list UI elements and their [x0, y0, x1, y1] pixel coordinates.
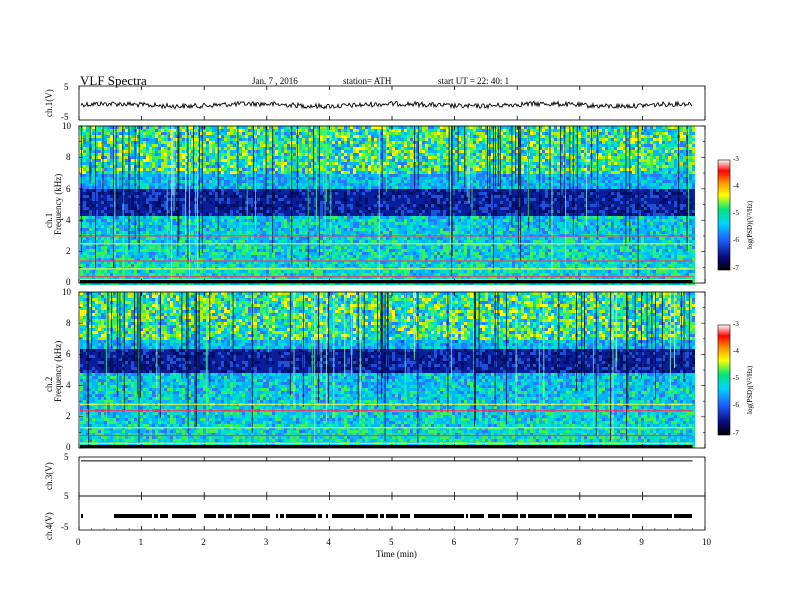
ch2-freq-ytick: 4 [66, 380, 71, 390]
cb1-tick: -5 [733, 209, 739, 217]
cb1-tick: -7 [733, 264, 739, 272]
panel-frame-w4 [79, 496, 705, 530]
ch1-freq-ytick: 8 [66, 152, 71, 162]
cb1-tick: -3 [733, 155, 739, 163]
cb1-tick: -4 [733, 182, 739, 190]
x-tick-label: 6 [452, 537, 457, 547]
ch1-waveform-line [81, 101, 692, 108]
ch1-freq-ytick: 4 [66, 215, 71, 225]
x-tick-label: 8 [577, 537, 582, 547]
cb2-tick: -7 [733, 429, 739, 437]
ch2-frequency-ylabel: Frequency (kHz) [53, 341, 63, 402]
ch4-voltage-ylabel: ch.4(V) [44, 512, 54, 540]
date-label: Jan. 7 , 2016 [252, 76, 298, 86]
x-tick-label: 2 [201, 537, 206, 547]
ch4-wave-ytick-neg5: -5 [61, 522, 69, 532]
ch2-freq-ytick: 0 [66, 442, 71, 452]
ch1-freq-ytick: 10 [62, 121, 71, 131]
cb2-tick: -6 [733, 401, 739, 409]
ch1-freq-ytick: 0 [66, 277, 71, 287]
ch1-wave-ytick-5: 5 [64, 82, 69, 92]
figure-title: VLF Spectra [80, 73, 147, 89]
ch2-freq-ytick: 10 [62, 287, 71, 297]
x-tick-label: 4 [326, 537, 331, 547]
x-tick-label: 7 [514, 537, 519, 547]
cb1-label: log(PSD)(V²/Hz) [746, 201, 754, 249]
ch2-freq-ytick: 8 [66, 318, 71, 328]
x-tick-label: 10 [702, 537, 711, 547]
cb2-label: log(PSD)(V²/Hz) [746, 366, 754, 414]
ch2-freq-ytick: 2 [66, 411, 71, 421]
ch4-waveform-line [81, 514, 692, 518]
x-tick-label: 9 [639, 537, 644, 547]
cb2-tick: -4 [733, 347, 739, 355]
ch3-voltage-ylabel: ch.3(V) [44, 462, 54, 490]
ch3-wave-ytick-5: 5 [64, 452, 69, 462]
cb1-tick: -6 [733, 236, 739, 244]
ch2-spectrogram [80, 292, 695, 448]
colorbar-ch2 [718, 325, 730, 435]
x-tick-label: 3 [264, 537, 269, 547]
vlf-figure [0, 0, 792, 612]
ch1-spectrogram [80, 126, 695, 285]
ch2-freq-ytick: 6 [66, 349, 71, 359]
ch1-voltage-ylabel: ch.1(V) [44, 89, 54, 117]
ch1-freq-ytick: 6 [66, 184, 71, 194]
x-tick-label: 5 [389, 537, 394, 547]
ch4-wave-ytick-5: 5 [64, 491, 69, 501]
ch1-frequency-ylabel: Frequency (kHz) [53, 174, 63, 235]
ch1-freq-ytick: 2 [66, 246, 71, 256]
panel-frame-w3 [79, 457, 705, 496]
start-time-label: start UT = 22: 40: 1 [438, 76, 509, 86]
x-tick-label: 1 [139, 537, 144, 547]
colorbar-ch1 [718, 160, 730, 270]
x-axis-label: Time (min) [376, 549, 417, 559]
cb2-tick: -3 [733, 320, 739, 328]
x-tick-label: 0 [76, 537, 81, 547]
cb2-tick: -5 [733, 374, 739, 382]
station-label: station= ATH [343, 76, 391, 86]
